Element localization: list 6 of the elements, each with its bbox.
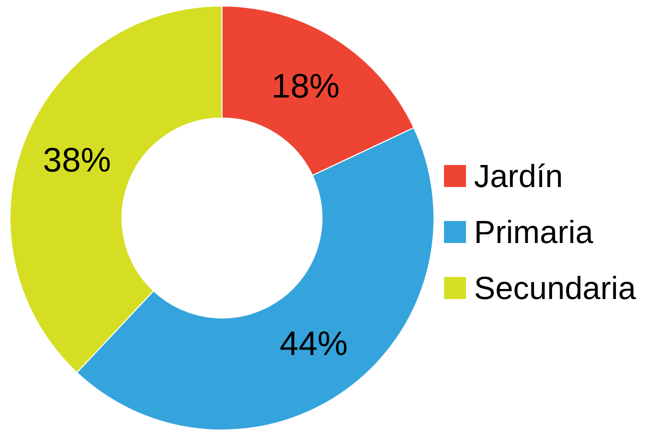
data-label: 38% — [42, 142, 111, 180]
legend-label: Jardín — [474, 158, 563, 194]
legend-label: Secundaria — [474, 270, 636, 306]
data-label: 44% — [280, 325, 348, 364]
data-label: 18% — [272, 67, 340, 106]
legend-label: Primaria — [474, 214, 594, 250]
